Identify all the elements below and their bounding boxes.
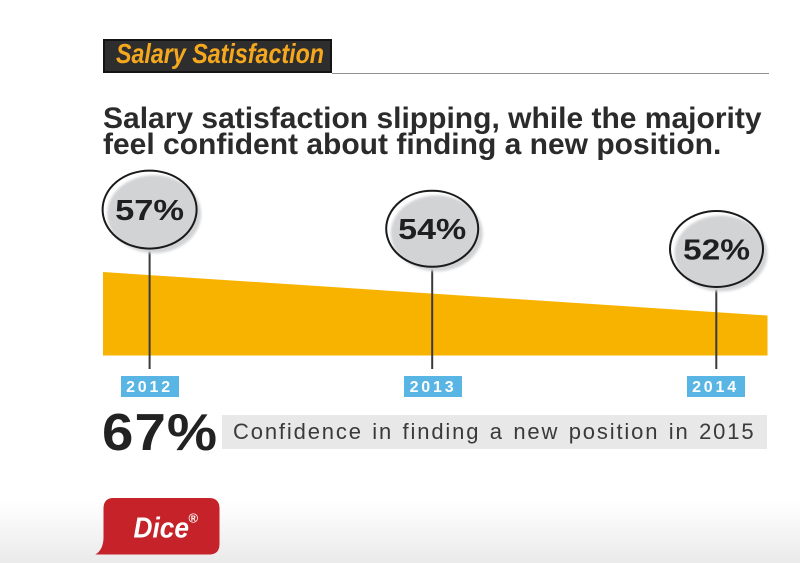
svg-text:57%: 57%: [115, 195, 184, 227]
svg-text:Dice: Dice: [134, 513, 190, 545]
svg-text:52%: 52%: [683, 234, 750, 266]
svg-text:54%: 54%: [398, 214, 466, 246]
svg-text:®: ®: [189, 511, 199, 526]
